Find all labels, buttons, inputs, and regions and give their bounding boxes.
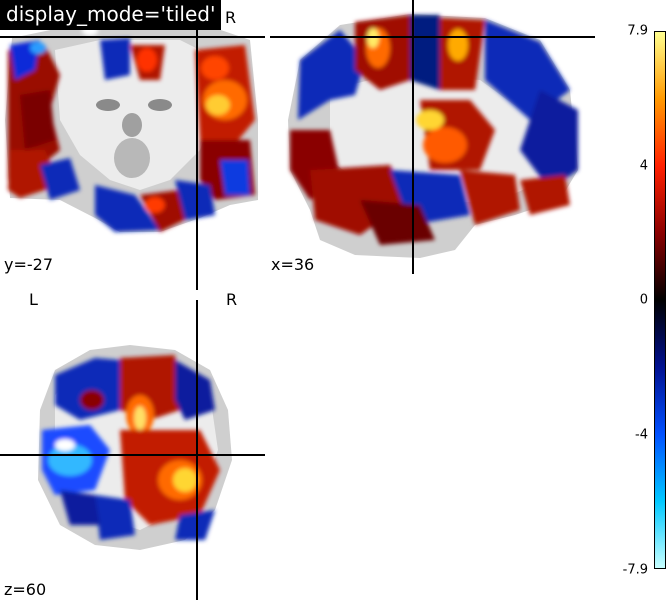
coronal-brain-image (5, 22, 258, 232)
colorbar-tick-0: 0 (639, 292, 648, 308)
sagittal-view (270, 0, 600, 280)
axial-view (0, 300, 265, 600)
coronal-coordinate-label: y=-27 (4, 255, 54, 274)
coronal-view (0, 0, 265, 280)
colorbar-tick-min: -7.9 (622, 562, 648, 578)
figure-title: display_mode='tiled' (0, 0, 222, 30)
coronal-vertical-crosshair (196, 0, 198, 290)
colorbar-tick-max: 7.9 (627, 23, 648, 39)
axial-vertical-crosshair (196, 300, 198, 600)
sagittal-horizontal-crosshair (270, 36, 595, 38)
colorbar (654, 31, 666, 569)
top-right-orientation-label: R (225, 8, 237, 27)
sagittal-brain-image (288, 14, 578, 258)
axial-horizontal-crosshair (0, 454, 265, 456)
sagittal-vertical-crosshair (412, 0, 414, 274)
sagittal-coordinate-label: x=36 (271, 255, 315, 274)
colorbar-tick-neg4: -4 (635, 427, 648, 443)
coronal-horizontal-crosshair (0, 36, 265, 38)
left-orientation-label: L (29, 290, 38, 309)
colorbar-tick-4: 4 (639, 158, 648, 174)
axial-coordinate-label: z=60 (4, 580, 47, 599)
right-orientation-label: R (226, 290, 238, 309)
axial-brain-image (38, 345, 232, 550)
